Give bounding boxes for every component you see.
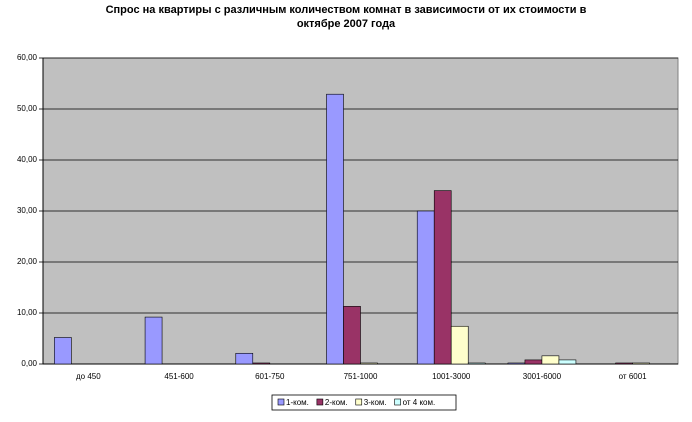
bar (450, 325, 469, 365)
bar (54, 337, 72, 365)
legend-swatch (394, 398, 401, 406)
legend-label: 1-ком. (286, 398, 309, 407)
bar (343, 306, 361, 365)
bar (433, 190, 452, 365)
legend-label: 2-ком. (325, 398, 348, 407)
bar (524, 359, 543, 365)
y-tick-label: 20,00 (17, 257, 38, 266)
x-tick-label: от 6001 (619, 372, 648, 381)
bar (252, 362, 271, 365)
x-tick-label: до 450 (76, 372, 101, 381)
bar (326, 93, 344, 365)
x-tick-label: 451-600 (164, 372, 194, 381)
legend-swatch (316, 398, 324, 406)
legend-label: 3-ком. (364, 398, 387, 407)
y-tick-label: 10,00 (17, 308, 38, 317)
bar (144, 316, 163, 365)
bar (558, 359, 577, 365)
chart-title: Спрос на квартиры с различным количество… (105, 4, 587, 30)
y-tick-label: 0,00 (21, 359, 37, 368)
bar (235, 352, 254, 365)
legend-swatch (277, 398, 285, 406)
legend-label: от 4 ком. (403, 398, 436, 407)
bar (541, 355, 560, 365)
y-tick-label: 30,00 (17, 206, 38, 215)
legend-swatch (355, 398, 363, 406)
bar (507, 362, 526, 365)
bar (467, 362, 486, 365)
bar (416, 210, 435, 365)
y-tick-label: 50,00 (17, 104, 38, 113)
x-tick-label: 3001-6000 (523, 372, 562, 381)
bar (615, 362, 633, 365)
bar (360, 362, 378, 365)
x-tick-label: 751-1000 (344, 372, 378, 381)
x-tick-label: 1001-3000 (432, 372, 471, 381)
y-tick-label: 60,00 (17, 53, 38, 62)
x-tick-label: 601-750 (255, 372, 285, 381)
y-tick-label: 40,00 (17, 155, 38, 164)
bar (632, 362, 650, 365)
